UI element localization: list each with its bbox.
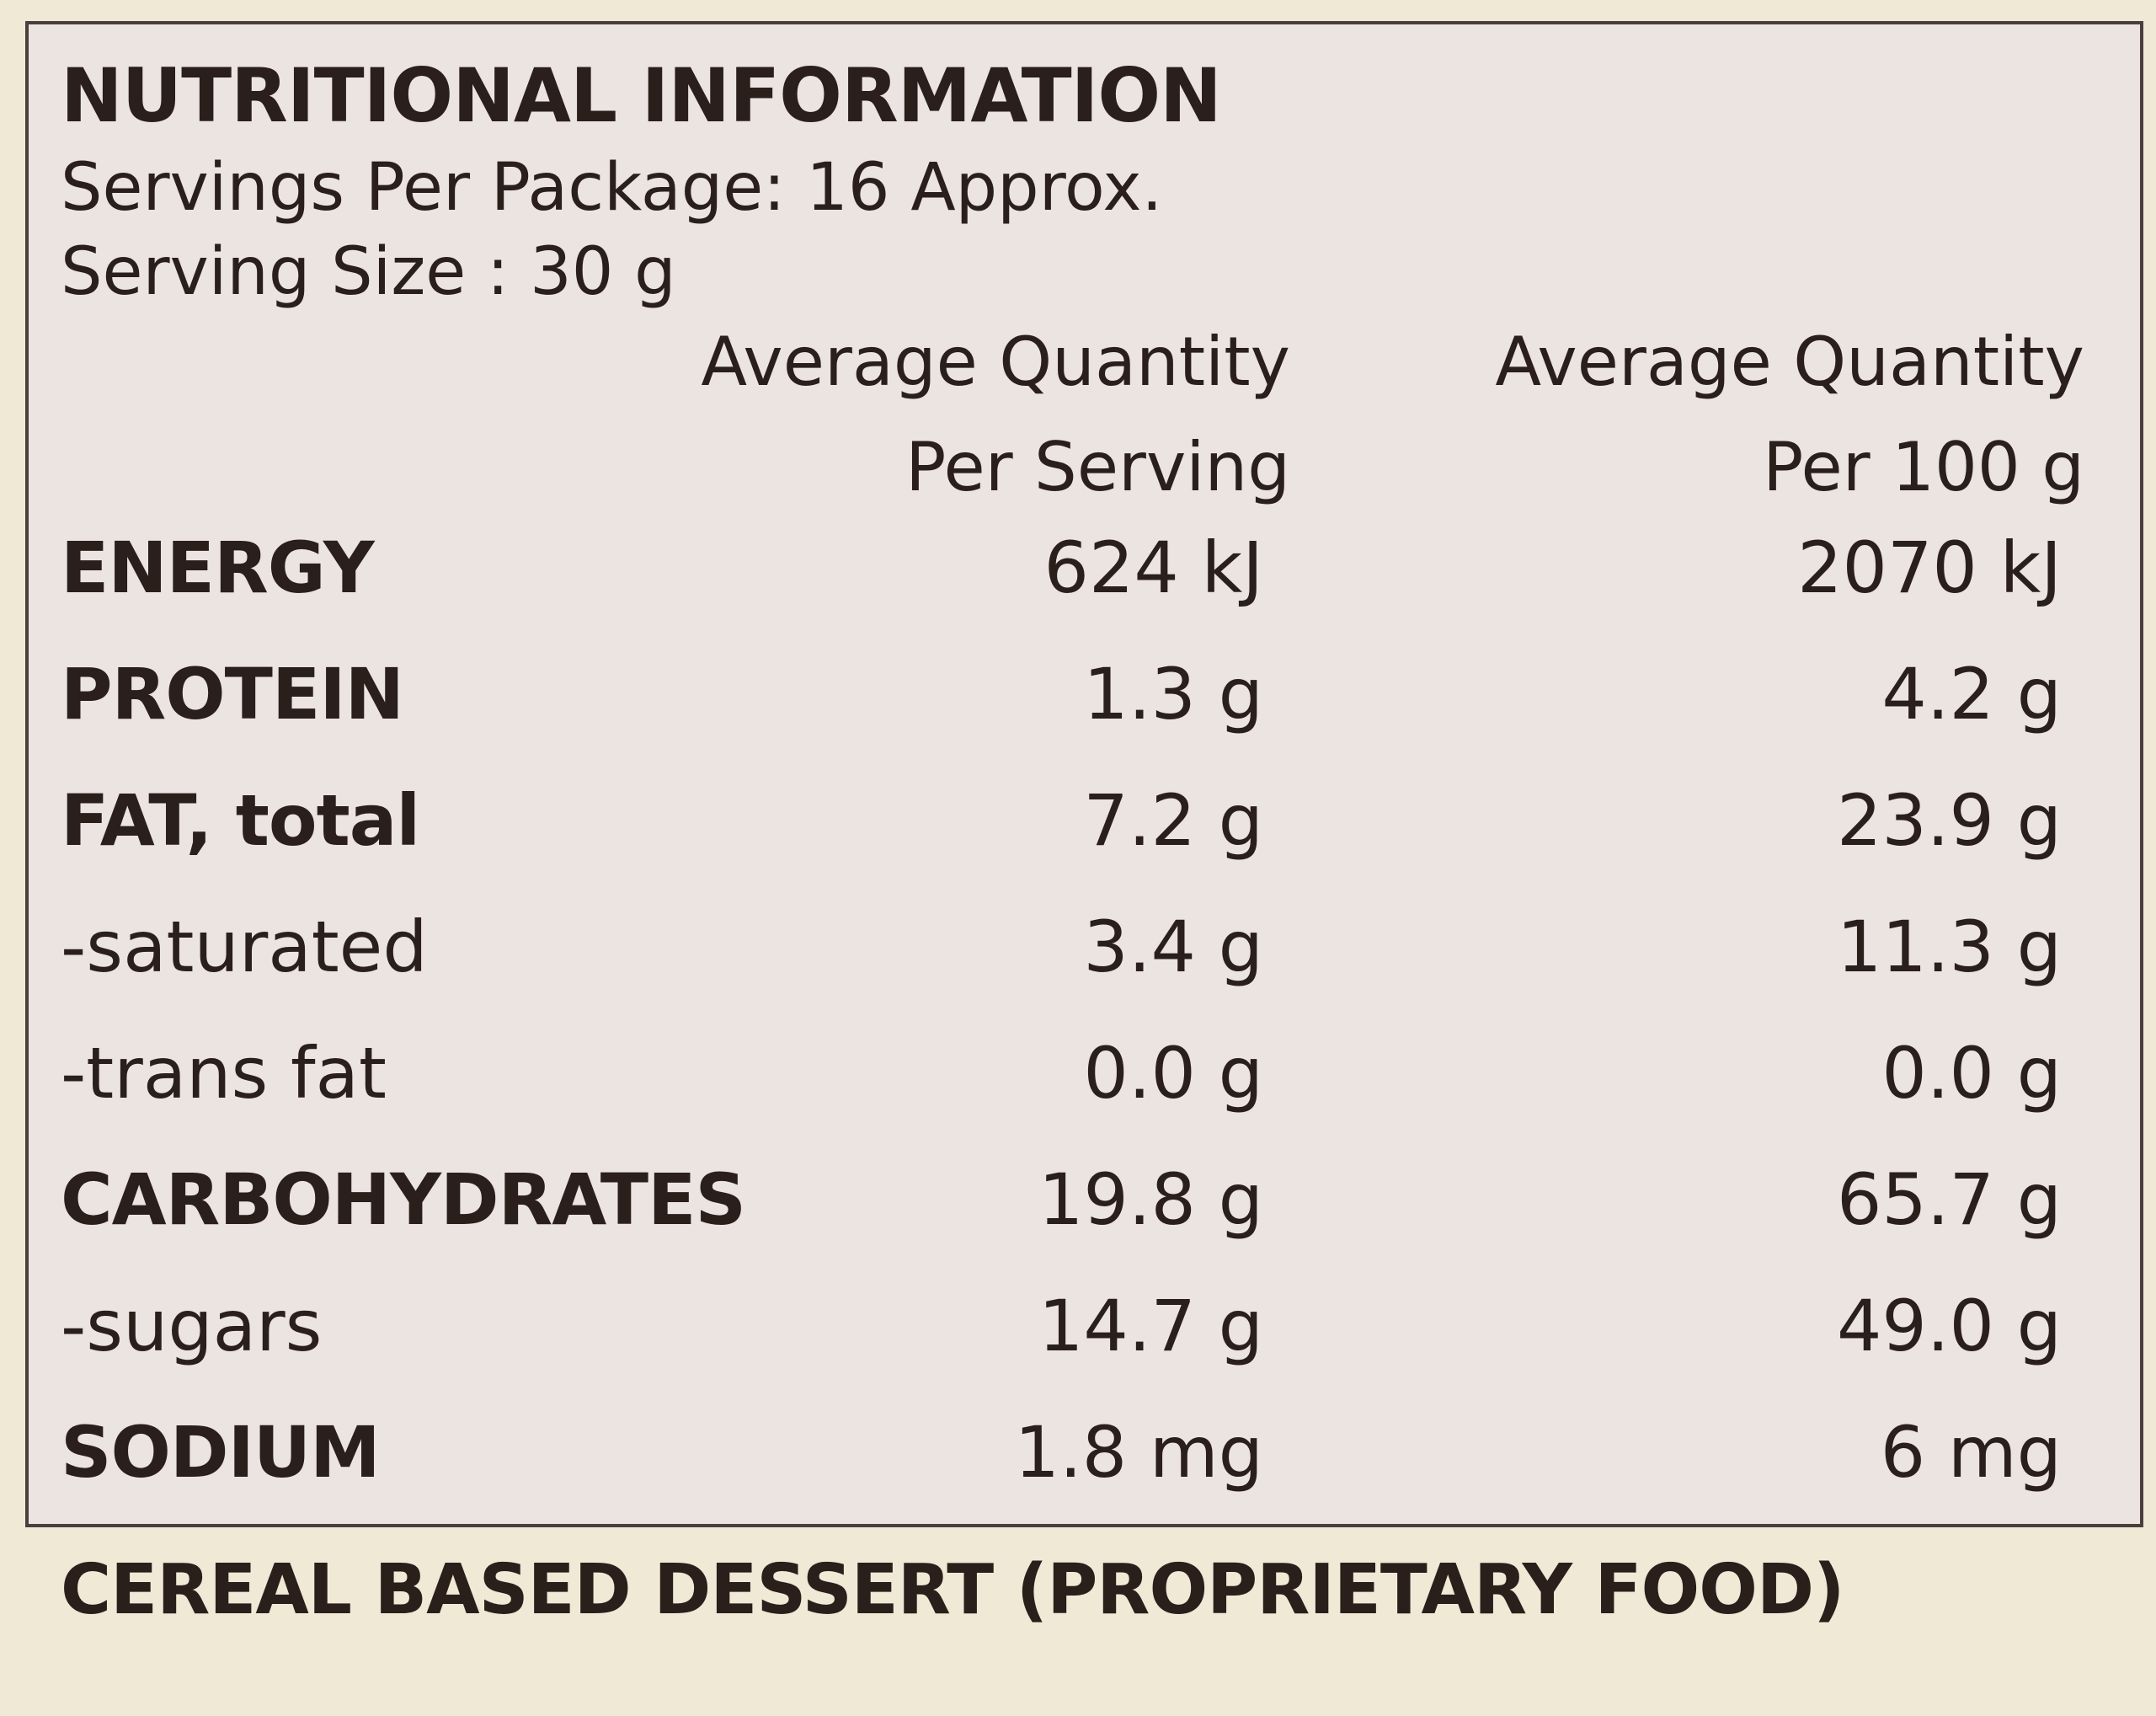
table-row-saturated: -saturated 3.4 g 11.3 g (0, 911, 2156, 1038)
table-row-trans-fat: -trans fat 0.0 g 0.0 g (0, 1038, 2156, 1164)
column-header-per-100g-line2: Per 100 g (1763, 428, 2084, 506)
value-per-100g: 23.9 g (1836, 779, 2062, 862)
row-label: -trans fat (61, 1032, 387, 1115)
value-per-serving: 7.2 g (1083, 779, 1263, 862)
row-label: CARBOHYDRATES (61, 1158, 746, 1241)
product-description: CEREAL BASED DESSERT (PROPRIETARY FOOD) (61, 1550, 1845, 1630)
value-per-serving: 3.4 g (1083, 906, 1263, 988)
servings-per-package: Servings Per Package: 16 Approx. (61, 150, 1163, 226)
row-label: -saturated (61, 906, 428, 988)
value-per-100g: 6 mg (1880, 1411, 2062, 1494)
page-title: NUTRITIONAL INFORMATION (61, 52, 1222, 139)
table-row-sugars: -sugars 14.7 g 49.0 g (0, 1291, 2156, 1417)
column-header-per-100g-line1: Average Quantity (1495, 323, 2084, 401)
value-per-100g: 0.0 g (1881, 1032, 2062, 1115)
row-label: ENERGY (61, 527, 375, 609)
value-per-100g: 65.7 g (1836, 1158, 2062, 1241)
column-header-per-serving-line1: Average Quantity (701, 323, 1290, 401)
value-per-100g: 49.0 g (1836, 1285, 2062, 1367)
value-per-serving: 1.8 mg (1014, 1411, 1263, 1494)
table-row-carbohydrates: CARBOHYDRATES 19.8 g 65.7 g (0, 1164, 2156, 1291)
column-header-per-serving-line2: Per Serving (905, 428, 1290, 506)
serving-size: Serving Size : 30 g (61, 234, 676, 310)
value-per-serving: 19.8 g (1038, 1158, 1263, 1241)
value-per-serving: 0.0 g (1083, 1032, 1263, 1115)
row-label: PROTEIN (61, 653, 404, 735)
value-per-100g: 4.2 g (1881, 653, 2062, 735)
value-per-serving: 1.3 g (1083, 653, 1263, 735)
table-row-sodium: SODIUM 1.8 mg 6 mg (0, 1417, 2156, 1543)
table-row-protein: PROTEIN 1.3 g 4.2 g (0, 659, 2156, 785)
row-label: FAT, total (61, 779, 420, 862)
row-label: -sugars (61, 1285, 323, 1367)
table-row-fat-total: FAT, total 7.2 g 23.9 g (0, 785, 2156, 911)
value-per-100g: 2070 kJ (1797, 527, 2062, 609)
nutrition-panel (25, 21, 2143, 1527)
value-per-100g: 11.3 g (1836, 906, 2062, 988)
row-label: SODIUM (61, 1411, 381, 1494)
value-per-serving: 14.7 g (1038, 1285, 1263, 1367)
table-row-energy: ENERGY 624 kJ 2070 kJ (0, 532, 2156, 659)
value-per-serving: 624 kJ (1043, 527, 1263, 609)
